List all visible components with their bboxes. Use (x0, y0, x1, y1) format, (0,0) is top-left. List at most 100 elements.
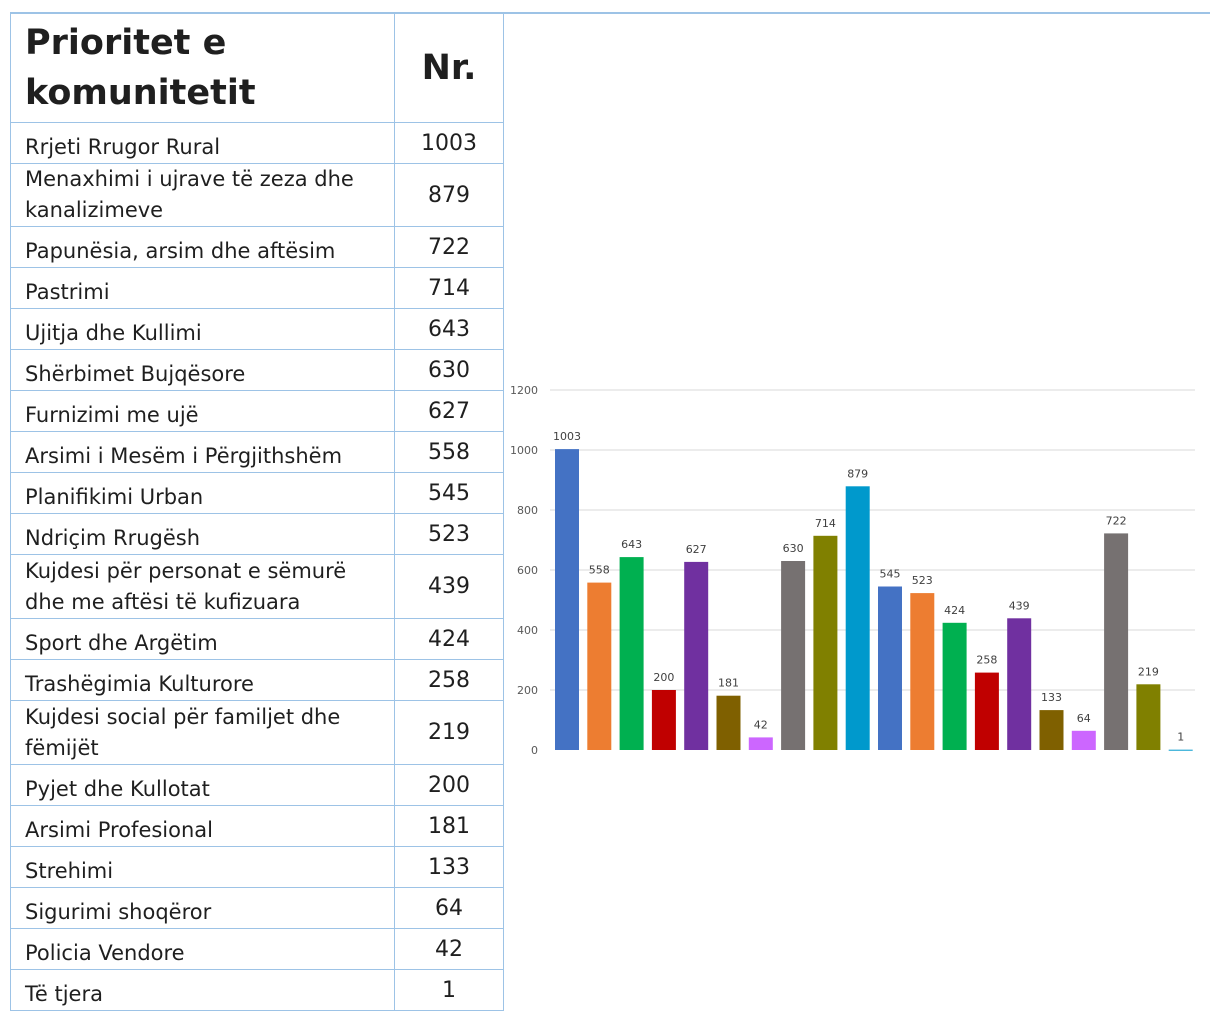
bar (748, 737, 773, 750)
bar (651, 690, 676, 750)
bar (813, 535, 838, 750)
priority-name: Strehimi (10, 846, 395, 888)
bar-value-label: 424 (944, 604, 965, 617)
bar-value-label: 42 (754, 718, 768, 731)
y-tick-label: 600 (517, 564, 538, 577)
table-row: Ndriçim Rrugësh 523 (10, 513, 504, 555)
priority-name: Papunësia, arsim dhe aftësim (10, 226, 395, 268)
priority-name: Të tjera (10, 969, 395, 1011)
header-number: Nr. (394, 13, 504, 123)
table-row: Planifikimi Urban 545 (10, 472, 504, 514)
bar-value-label: 439 (1009, 599, 1030, 612)
top-rule (10, 12, 1210, 14)
y-tick-label: 200 (517, 684, 538, 697)
bar-value-label: 558 (589, 564, 610, 577)
table-row: Furnizimi me ujë 627 (10, 390, 504, 432)
priority-count: 64 (394, 887, 504, 929)
bar (942, 622, 967, 750)
y-tick-label: 400 (517, 624, 538, 637)
bar (716, 695, 741, 750)
bar (781, 561, 806, 750)
bar (1168, 749, 1193, 751)
priority-count: 1003 (394, 122, 504, 164)
bar (684, 561, 709, 750)
header-priority: Prioritet e komunitetit (10, 13, 395, 123)
priorities-table: Prioritet e komunitetit Nr. Rrjeti Rrugo… (10, 13, 504, 1011)
table-row: Menaxhimi i ujrave të zeza dhe kanalizim… (10, 163, 504, 227)
bar-value-label: 879 (847, 467, 868, 480)
priority-count: 200 (394, 764, 504, 806)
priority-count: 643 (394, 308, 504, 350)
priority-count: 42 (394, 928, 504, 970)
priority-count: 424 (394, 618, 504, 660)
priority-name: Furnizimi me ujë (10, 390, 395, 432)
priority-name: Policia Vendore (10, 928, 395, 970)
priority-name: Ujitja dhe Kullimi (10, 308, 395, 350)
y-tick-label: 1200 (510, 384, 538, 397)
bar (974, 672, 999, 750)
priority-count: 545 (394, 472, 504, 514)
priority-count: 1 (394, 969, 504, 1011)
table-row: Shërbimet Bujqësore 630 (10, 349, 504, 391)
table-row: Arsimi Profesional 181 (10, 805, 504, 847)
bar (910, 593, 935, 750)
priority-name: Pastrimi (10, 267, 395, 309)
table-row: Kujdesi për personat e sëmurë dhe me aft… (10, 554, 504, 619)
priority-count: 258 (394, 659, 504, 701)
y-tick-label: 800 (517, 504, 538, 517)
priority-count: 627 (394, 390, 504, 432)
bar-value-label: 64 (1077, 712, 1091, 725)
bar-value-label: 627 (686, 543, 707, 556)
priority-count: 558 (394, 431, 504, 473)
table-row: Strehimi 133 (10, 846, 504, 888)
bar (1071, 730, 1096, 750)
priority-name: Menaxhimi i ujrave të zeza dhe kanalizim… (10, 163, 395, 227)
table-row: Sigurimi shoqëror 64 (10, 887, 504, 929)
priority-count: 722 (394, 226, 504, 268)
priority-name: Arsimi Profesional (10, 805, 395, 847)
bar (555, 449, 579, 750)
priority-name: Pyjet dhe Kullotat (10, 764, 395, 806)
priority-name: Trashëgimia Kulturore (10, 659, 395, 701)
priority-count: 181 (394, 805, 504, 847)
bar (845, 486, 870, 750)
priority-name: Arsimi i Mesëm i Përgjithshëm (10, 431, 395, 473)
table-row: Ujitja dhe Kullimi 643 (10, 308, 504, 350)
table-row: Pastrimi 714 (10, 267, 504, 309)
priority-count: 439 (394, 554, 504, 619)
priority-name: Ndriçim Rrugësh (10, 513, 395, 555)
bar-value-label: 200 (653, 671, 674, 684)
table-row: Rrjeti Rrugor Rural 1003 (10, 122, 504, 164)
priority-count: 879 (394, 163, 504, 227)
bar-value-label: 722 (1106, 514, 1127, 527)
bar-value-label: 1 (1177, 731, 1184, 744)
priority-name: Shërbimet Bujqësore (10, 349, 395, 391)
y-tick-label: 0 (531, 744, 538, 757)
table-header-row: Prioritet e komunitetit Nr. (10, 13, 504, 123)
table-row: Sport dhe Argëtim 424 (10, 618, 504, 660)
y-tick-label: 1000 (510, 444, 538, 457)
table-row: Policia Vendore 42 (10, 928, 504, 970)
table-row: Të tjera 1 (10, 969, 504, 1011)
bar (1104, 533, 1129, 750)
table-row: Pyjet dhe Kullotat 200 (10, 764, 504, 806)
priority-name: Kujdesi për personat e sëmurë dhe me aft… (10, 554, 395, 619)
bar (1136, 684, 1161, 750)
bar-value-label: 714 (815, 517, 836, 530)
bar-value-label: 545 (880, 568, 901, 581)
table-row: Kujdesi social për familjet dhe fëmijët 2… (10, 700, 504, 765)
table-row: Papunësia, arsim dhe aftësim 722 (10, 226, 504, 268)
priority-name: Rrjeti Rrugor Rural (10, 122, 395, 164)
bar (587, 582, 612, 750)
priority-count: 630 (394, 349, 504, 391)
priority-name: Planifikimi Urban (10, 472, 395, 514)
bar-value-label: 219 (1138, 665, 1159, 678)
priority-name: Kujdesi social për familjet dhe fëmijët (10, 700, 395, 765)
table-row: Arsimi i Mesëm i Përgjithshëm 558 (10, 431, 504, 473)
bar-value-label: 258 (976, 654, 997, 667)
bar-value-label: 133 (1041, 691, 1062, 704)
bar-value-label: 181 (718, 677, 739, 690)
table-row: Trashëgimia Kulturore 258 (10, 659, 504, 701)
priority-name: Sigurimi shoqëror (10, 887, 395, 929)
